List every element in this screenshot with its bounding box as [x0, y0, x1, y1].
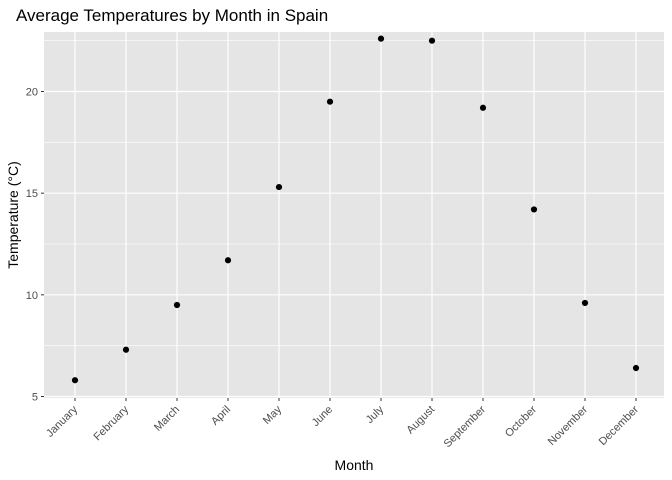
data-point	[479, 104, 487, 111]
data-point	[224, 257, 232, 264]
x-axis: January February March April May June July Augu…	[44, 398, 641, 450]
x-tick-label: February	[92, 403, 132, 443]
y-tick-label: 10	[26, 290, 38, 302]
gridlines	[44, 32, 664, 398]
x-axis-title: Month	[335, 457, 374, 473]
x-tick-label: October	[503, 403, 539, 439]
x-tick-label: December	[597, 403, 642, 448]
x-tick-label: May	[261, 403, 285, 427]
data-point	[581, 299, 589, 307]
data-point	[71, 377, 79, 384]
data-point	[530, 206, 538, 213]
data-point	[173, 301, 181, 309]
x-tick-label: August	[404, 404, 437, 437]
data-point	[275, 183, 283, 191]
x-tick-label: March	[152, 404, 182, 434]
plot-panel	[44, 32, 664, 398]
y-axis-title: Temperature (°C)	[5, 161, 21, 269]
data-point	[326, 98, 334, 105]
x-tick-label: September	[442, 403, 489, 450]
x-tick-label: April	[209, 404, 233, 428]
x-tick-label: June	[310, 404, 335, 429]
y-axis: 5 10 15 20	[26, 87, 44, 404]
data-points	[71, 35, 640, 384]
chart-title: Average Temperatures by Month in Spain	[16, 6, 328, 25]
y-tick-label: 15	[26, 188, 38, 200]
data-point	[377, 35, 385, 42]
x-tick-label: November	[546, 403, 591, 448]
x-tick-label: January	[44, 403, 81, 440]
x-tick-label: July	[364, 403, 387, 426]
y-tick-label: 5	[32, 392, 38, 404]
data-point	[632, 364, 640, 372]
y-tick-label: 20	[26, 87, 38, 99]
data-point	[428, 37, 436, 44]
data-point	[122, 346, 130, 353]
